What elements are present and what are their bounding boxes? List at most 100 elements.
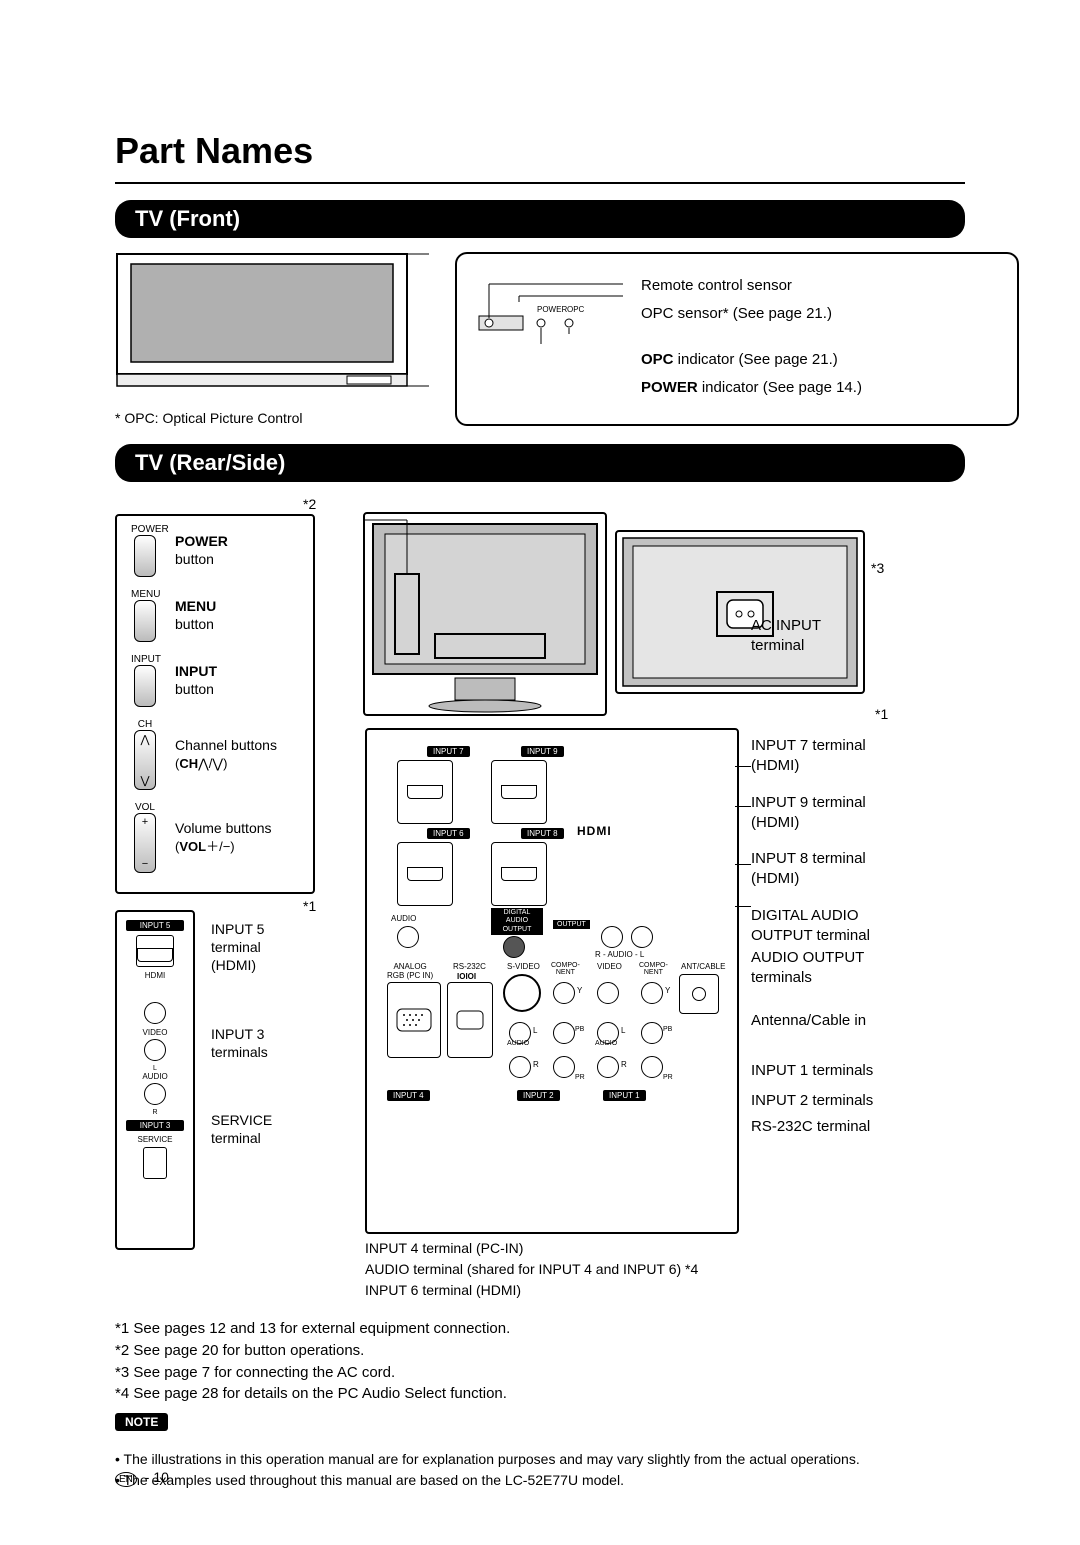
lbl-analog-rgb: ANALOGRGB (PC IN)	[387, 962, 433, 980]
lbl-input1: INPUT 1 terminals	[751, 1061, 873, 1081]
lbl-svideo: S-VIDEO	[507, 962, 540, 971]
btn-ch-sym: (CH⋀/⋁)	[175, 756, 227, 771]
connector-panel: INPUT 7 INPUT 9 INPUT 6 INPUT 8 HDMI AUD…	[365, 728, 739, 1234]
lbl-digital-audio-output: DIGITALAUDIOOUTPUT	[491, 908, 543, 935]
page-lang: EN	[115, 1472, 137, 1487]
note-bullet-1: The illustrations in this operation manu…	[115, 1449, 965, 1470]
lbl-service: SERVICE	[123, 1135, 187, 1144]
lbl-rs232c: RS-232C	[453, 962, 486, 971]
footnote-1: *1 See pages 12 and 13 for external equi…	[115, 1318, 965, 1340]
svg-text:OPC: OPC	[567, 305, 585, 314]
lbl-ant: ANT/CABLE	[681, 962, 725, 971]
opc-bold: OPC	[641, 351, 674, 368]
note-bullet-2: The examples used throughout this manual…	[115, 1470, 965, 1491]
lbl-output: OUTPUT	[553, 920, 590, 929]
btn-menu-glyph-label: MENU	[131, 589, 159, 600]
btn-input-glyph-label: INPUT	[131, 654, 159, 665]
side-label-column: INPUT 5terminal(HDMI) INPUT 3terminals S…	[211, 920, 272, 1197]
page-title: Part Names	[115, 130, 965, 172]
note-bullets: The illustrations in this operation manu…	[115, 1449, 965, 1491]
lbl-input7: INPUT 7 terminal(HDMI)	[751, 736, 873, 777]
lbl-rs232c: RS-232C terminal	[751, 1117, 873, 1137]
btn-vol-sym: (VOL＋/−)	[175, 839, 235, 854]
lbl-video-col: VIDEO	[597, 962, 622, 971]
pb2: PB	[663, 1026, 672, 1033]
lbl-audio: AUDIO	[123, 1072, 187, 1081]
pr2: PR	[663, 1074, 673, 1081]
section-front: TV (Front)	[115, 200, 965, 238]
lbl-audio2: AUDIO	[507, 1040, 529, 1047]
bar-input2: INPUT 2	[517, 1090, 560, 1101]
lbl-ac-input: AC INPUTterminal	[751, 616, 821, 657]
btn-ch-label: Channel buttons	[175, 737, 277, 753]
lbl-r-audio-l: R - AUDIO - L	[595, 950, 644, 959]
star-3: *3	[871, 560, 884, 576]
svg-text:POWER: POWER	[537, 305, 567, 314]
lbl-input8: INPUT 8 terminal(HDMI)	[751, 849, 873, 890]
page-number: - 10	[145, 1469, 169, 1485]
footnote-3: *3 See page 7 for connecting the AC cord…	[115, 1362, 965, 1384]
lbl-compo-2: COMPO-NENT	[639, 962, 668, 976]
y2: Y	[665, 986, 670, 995]
ac-input-image	[615, 530, 865, 694]
note-badge: NOTE	[115, 1413, 168, 1431]
bar-input1: INPUT 1	[603, 1090, 646, 1101]
lbl-input2: INPUT 2 terminals	[751, 1091, 873, 1111]
lbl-compo-1: COMPO-NENT	[551, 962, 580, 976]
btn-menu-sub: button	[175, 616, 214, 632]
side-buttons-panel: POWER POWERbutton MENU MENUbutton INPUT …	[115, 514, 315, 894]
lbl-service-terminal: SERVICEterminal	[211, 1111, 272, 1147]
btn-input-label: INPUT	[175, 663, 217, 679]
opc-footnote: * OPC: Optical Picture Control	[115, 410, 435, 426]
callout-power-indicator: POWER indicator (See page 14.)	[641, 376, 862, 400]
bar-input9: INPUT 9	[521, 746, 564, 757]
hdmi-logo: HDMI	[577, 824, 612, 838]
btn-ch-glyph-label: CH	[131, 719, 159, 730]
star-1a: *1	[875, 706, 888, 722]
lbl-audio-out: AUDIO OUTPUTterminals	[751, 948, 873, 989]
lbl-hdmi: HDMI	[123, 971, 187, 980]
lbl-input9: INPUT 9 terminal(HDMI)	[751, 793, 873, 834]
page-footer: EN - 10	[115, 1469, 169, 1487]
bar-input4: INPUT 4	[387, 1090, 430, 1101]
btn-power-glyph-label: POWER	[131, 524, 159, 535]
btn-power-label: POWER	[175, 533, 228, 549]
footnote-4: *4 See page 28 for details on the PC Aud…	[115, 1383, 965, 1405]
rear-diagram-area: *2 *3 *1 *1 POWER POWER button MENU MENU b…	[115, 496, 965, 1306]
footnote-2: *2 See page 20 for button operations.	[115, 1340, 965, 1362]
btn-vol-glyph-label: VOL	[131, 802, 159, 813]
lbl-video: VIDEO	[123, 1028, 187, 1037]
lbl-audio-shared: AUDIO terminal (shared for INPUT 4 and I…	[365, 1259, 698, 1280]
star-2: *2	[303, 496, 316, 512]
bar-input7: INPUT 7	[427, 746, 470, 757]
btn-menu-label: MENU	[175, 598, 216, 614]
footnotes: *1 See pages 12 and 13 for external equi…	[115, 1318, 965, 1405]
bottom-callouts: INPUT 4 terminal (PC-IN) AUDIO terminal …	[365, 1238, 698, 1301]
lbl-input6: INPUT 6 terminal (HDMI)	[365, 1280, 698, 1301]
sensor-callout-box: POWER OPC Remote control sensor OPC sens…	[455, 252, 1019, 426]
lbl-ioioi: IOIOI	[457, 972, 476, 981]
sensor-led-diagram: POWER OPC	[473, 274, 623, 348]
lbl-digital-audio-out: DIGITAL AUDIOOUTPUT terminal	[751, 906, 873, 947]
bar-input8: INPUT 8	[521, 828, 564, 839]
callout-remote-sensor: Remote control sensor	[641, 274, 862, 298]
tv-front-diagram: * OPC: Optical Picture Control	[115, 252, 435, 426]
callout-opc-sensor: OPC sensor* (See page 21.)	[641, 302, 862, 326]
star-1b: *1	[303, 898, 316, 914]
opc-rest: indicator (See page 21.)	[674, 351, 838, 368]
lbl-input5-terminal: INPUT 5terminal(HDMI)	[211, 920, 272, 975]
btn-input-sub: button	[175, 681, 214, 697]
section-rear: TV (Rear/Side)	[115, 444, 965, 482]
lbl-input3-terminals: INPUT 3terminals	[211, 1025, 272, 1061]
btn-vol-label: Volume buttons	[175, 820, 272, 836]
pr1: PR	[575, 1074, 585, 1081]
bar-input6: INPUT 6	[427, 828, 470, 839]
bar-input5: INPUT 5	[126, 920, 184, 931]
lbl-audio3: AUDIO	[595, 1040, 617, 1047]
side-input-panel: INPUT 5 HDMI VIDEO L AUDIO R INPUT 3 SER…	[115, 910, 195, 1250]
right-label-column: AC INPUTterminal INPUT 7 terminal(HDMI) …	[751, 736, 873, 1154]
power-bold: POWER	[641, 379, 698, 396]
callout-opc-indicator: OPC indicator (See page 21.)	[641, 348, 862, 372]
power-rest: indicator (See page 14.)	[698, 379, 862, 396]
bar-input3: INPUT 3	[126, 1120, 184, 1131]
